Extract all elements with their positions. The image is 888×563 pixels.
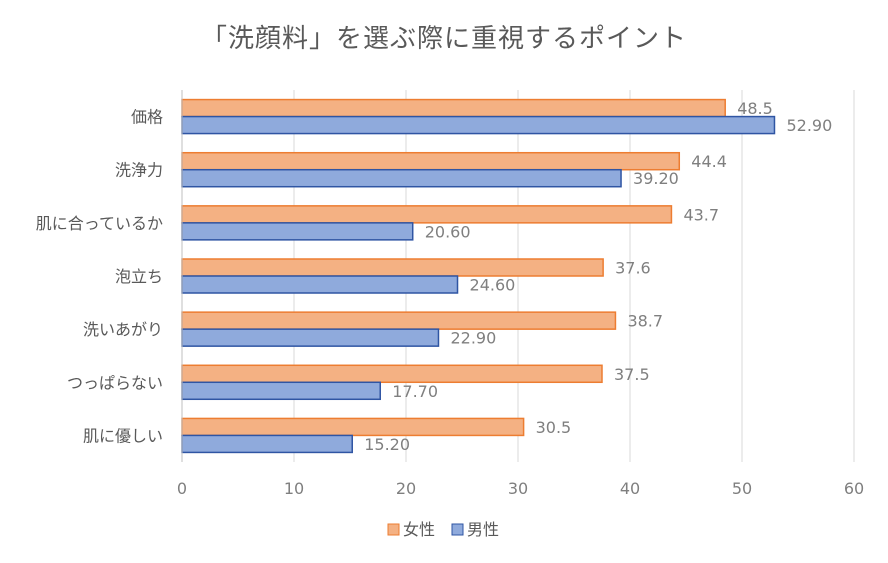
category-label: 洗いあがり — [83, 320, 163, 339]
data-label: 43.7 — [683, 205, 719, 224]
category-label: つっぱらない — [67, 373, 163, 392]
data-label: 37.6 — [615, 259, 651, 278]
bar-female — [181, 151, 681, 171]
bar-male — [181, 328, 440, 347]
category-label: 価格 — [131, 108, 163, 127]
data-label: 17.70 — [392, 382, 438, 401]
category-label: 肌に合っているか — [36, 214, 163, 233]
x-tick-label: 60 — [844, 479, 864, 498]
bar-female — [181, 258, 604, 277]
bar-male — [181, 434, 353, 454]
x-tick-label: 20 — [396, 479, 416, 498]
bar-female — [181, 311, 617, 330]
x-tick-label: 30 — [508, 479, 528, 498]
legend-swatch — [387, 523, 400, 536]
data-label: 15.20 — [364, 435, 410, 454]
data-label: 24.60 — [470, 276, 516, 295]
legend-swatch — [451, 523, 464, 536]
data-label: 39.20 — [633, 169, 679, 188]
legend-label: 男性 — [467, 520, 499, 539]
bar-male — [181, 275, 459, 294]
x-tick-label: 40 — [620, 479, 640, 498]
data-label: 20.60 — [425, 222, 471, 241]
category-label: 洗浄力 — [115, 161, 163, 180]
data-label: 38.7 — [627, 312, 663, 331]
bar-male — [181, 168, 622, 188]
legend-label: 女性 — [403, 520, 435, 539]
bar-male — [181, 115, 776, 135]
data-label: 30.5 — [536, 418, 572, 437]
chart-title: 「洗顔料」を選ぶ際に重視するポイント — [200, 24, 687, 54]
bar-female — [181, 205, 673, 224]
data-label: 52.90 — [786, 116, 832, 135]
x-tick-label: 50 — [732, 479, 752, 498]
bar-female — [181, 98, 726, 118]
x-tick-label: 0 — [177, 479, 187, 498]
category-label: 泡立ち — [115, 267, 163, 286]
bar-male — [181, 381, 381, 401]
data-label: 48.5 — [737, 99, 773, 118]
data-label: 22.90 — [450, 329, 496, 348]
data-label: 37.5 — [614, 365, 650, 384]
bar-female — [181, 417, 525, 437]
x-tick-label: 10 — [284, 479, 304, 498]
category-label: 肌に優しい — [83, 426, 163, 445]
bar-male — [181, 222, 414, 241]
bar-female — [181, 364, 603, 384]
data-label: 44.4 — [691, 152, 727, 171]
